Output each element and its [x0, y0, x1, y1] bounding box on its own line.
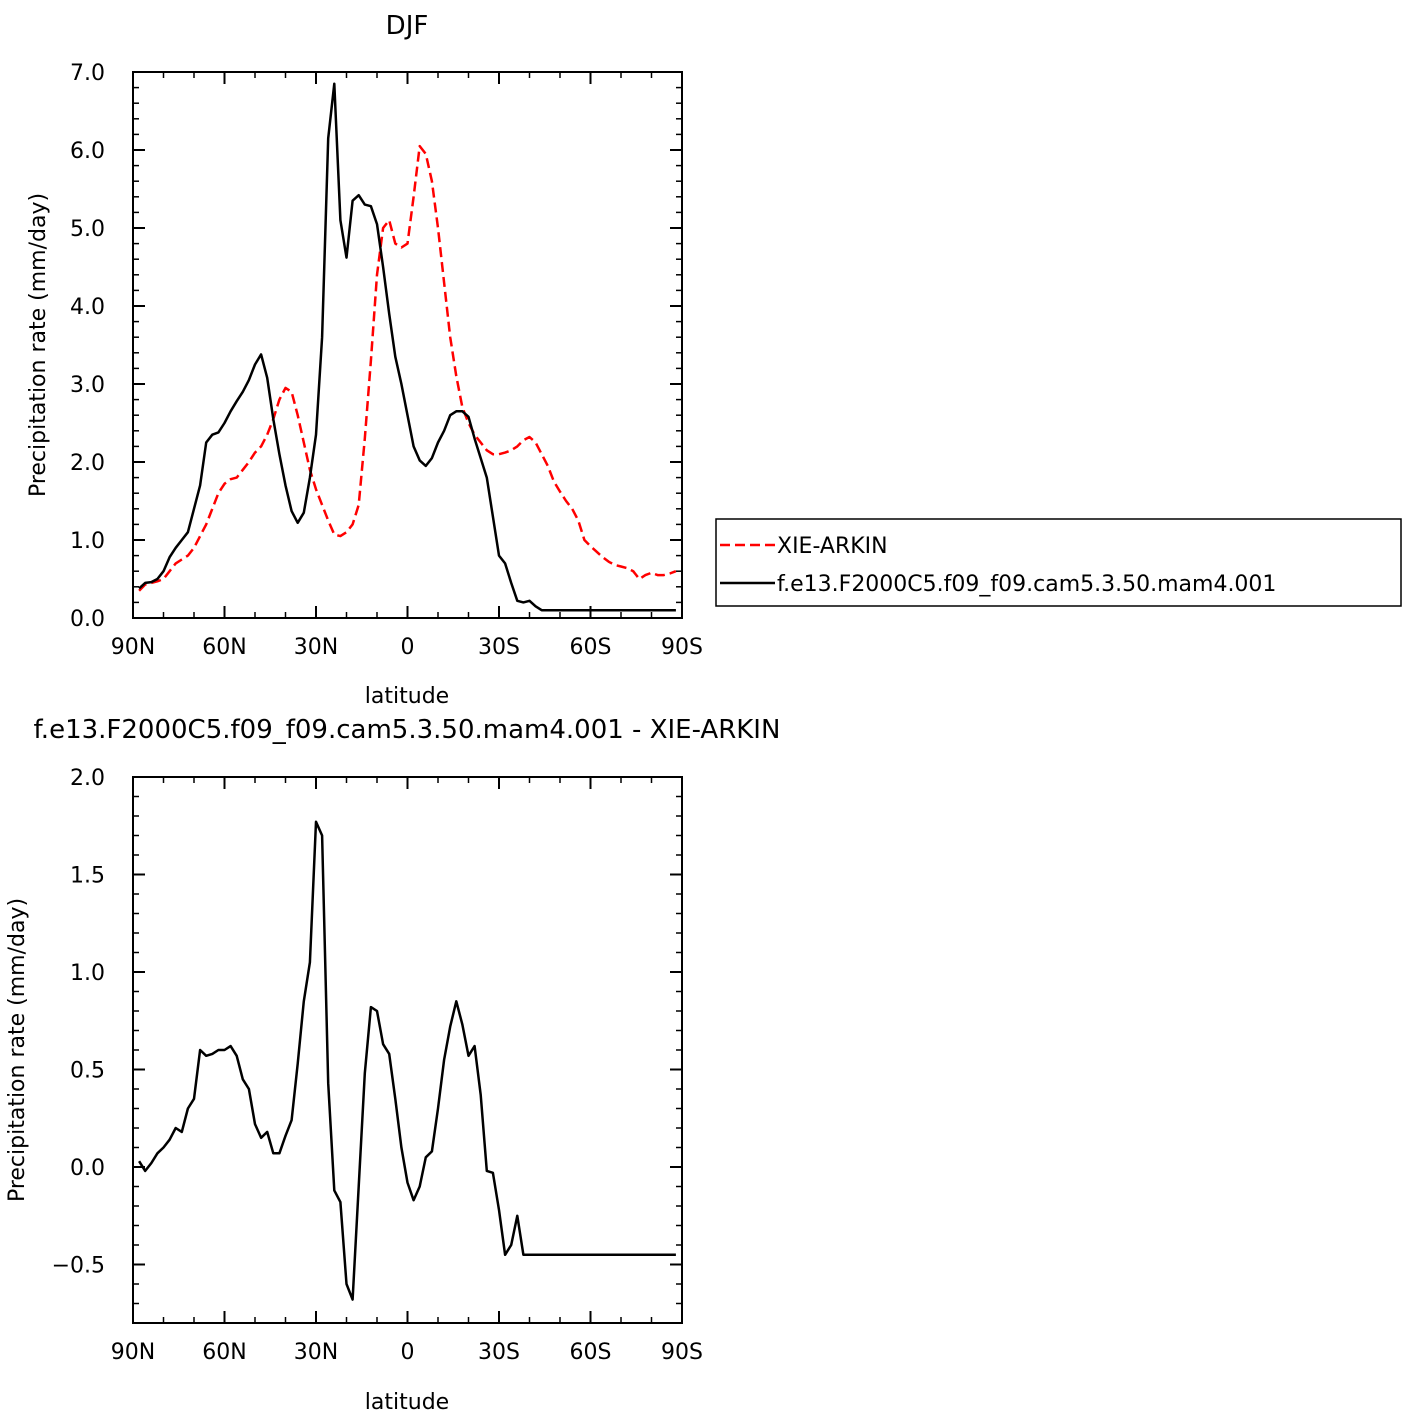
bottom-x-tick-label: 90N: [111, 1340, 155, 1365]
bottom-series: [138, 820, 676, 1301]
top-y-tick-label: 7.0: [70, 61, 105, 86]
top-series-line-xie-arkin: [138, 144, 677, 592]
bottom-panel-title: f.e13.F2000C5.f09_f09.cam5.3.50.mam4.001…: [34, 715, 781, 745]
bottom-y-tick-label: 1.5: [70, 864, 105, 889]
top-series-line-model: [138, 82, 676, 612]
top-x-tick-label: 60S: [570, 635, 612, 660]
top-x-tick-label: 0: [401, 635, 415, 660]
legend-label-model: f.e13.F2000C5.f09_f09.cam5.3.50.mam4.001: [777, 572, 1276, 597]
bottom-x-tick-label: 60N: [202, 1340, 246, 1365]
bottom-y-tick-label: 2.0: [70, 766, 105, 791]
top-y-tick-label: 0.0: [70, 607, 105, 632]
top-x-tick-label: 90N: [111, 635, 155, 660]
top-y-tick-label: 6.0: [70, 139, 105, 164]
top-panel-title: DJF: [386, 11, 429, 41]
bottom-x-tick-label: 30N: [294, 1340, 338, 1365]
bottom-x-tick-label: 60S: [570, 1340, 612, 1365]
bottom-y-axis-label: Precipitation rate (mm/day): [5, 898, 30, 1202]
top-plot-frame: [132, 71, 683, 619]
top-series: [138, 82, 677, 612]
top-y-tick-label: 1.0: [70, 529, 105, 554]
bottom-plot-frame: [132, 776, 683, 1324]
bottom-x-tick-label: 30S: [478, 1340, 520, 1365]
bottom-y-tick-label: 0.5: [70, 1059, 105, 1084]
top-y-tick-label: 4.0: [70, 295, 105, 320]
top-panel: DJF 90N 60N 30N 0 30S 60S 90S 0.0 1.0 2.0 3.0 4.0 5.…: [26, 11, 1402, 709]
top-x-axis-label: latitude: [365, 684, 449, 709]
bottom-ticks: 90N 60N 30N 0 30S 60S 90S −0.5 0.0 0.5 1.0 1.5 2.0: [52, 766, 703, 1365]
legend: XIE-ARKIN f.e13.F2000C5.f09_f09.cam5.3.5…: [715, 518, 1402, 607]
bottom-x-tick-label: 90S: [661, 1340, 703, 1365]
legend-label-xie-arkin: XIE-ARKIN: [777, 534, 888, 559]
top-y-axis-label: Precipitation rate (mm/day): [26, 193, 51, 497]
top-y-tick-label: 5.0: [70, 217, 105, 242]
bottom-y-tick-label: −0.5: [52, 1254, 105, 1279]
top-x-tick-label: 30N: [294, 635, 338, 660]
top-x-tick-label: 90S: [661, 635, 703, 660]
legend-box: [715, 518, 1402, 607]
top-x-tick-label: 60N: [202, 635, 246, 660]
top-x-tick-label: 30S: [478, 635, 520, 660]
top-y-tick-label: 3.0: [70, 373, 105, 398]
top-y-tick-label: 2.0: [70, 451, 105, 476]
bottom-panel: f.e13.F2000C5.f09_f09.cam5.3.50.mam4.001…: [5, 715, 780, 1415]
bottom-y-tick-label: 0.0: [70, 1156, 105, 1181]
bottom-series-line-difference: [138, 820, 676, 1301]
bottom-y-tick-label: 1.0: [70, 961, 105, 986]
bottom-x-axis-label: latitude: [365, 1390, 449, 1415]
bottom-x-tick-label: 0: [401, 1340, 415, 1365]
